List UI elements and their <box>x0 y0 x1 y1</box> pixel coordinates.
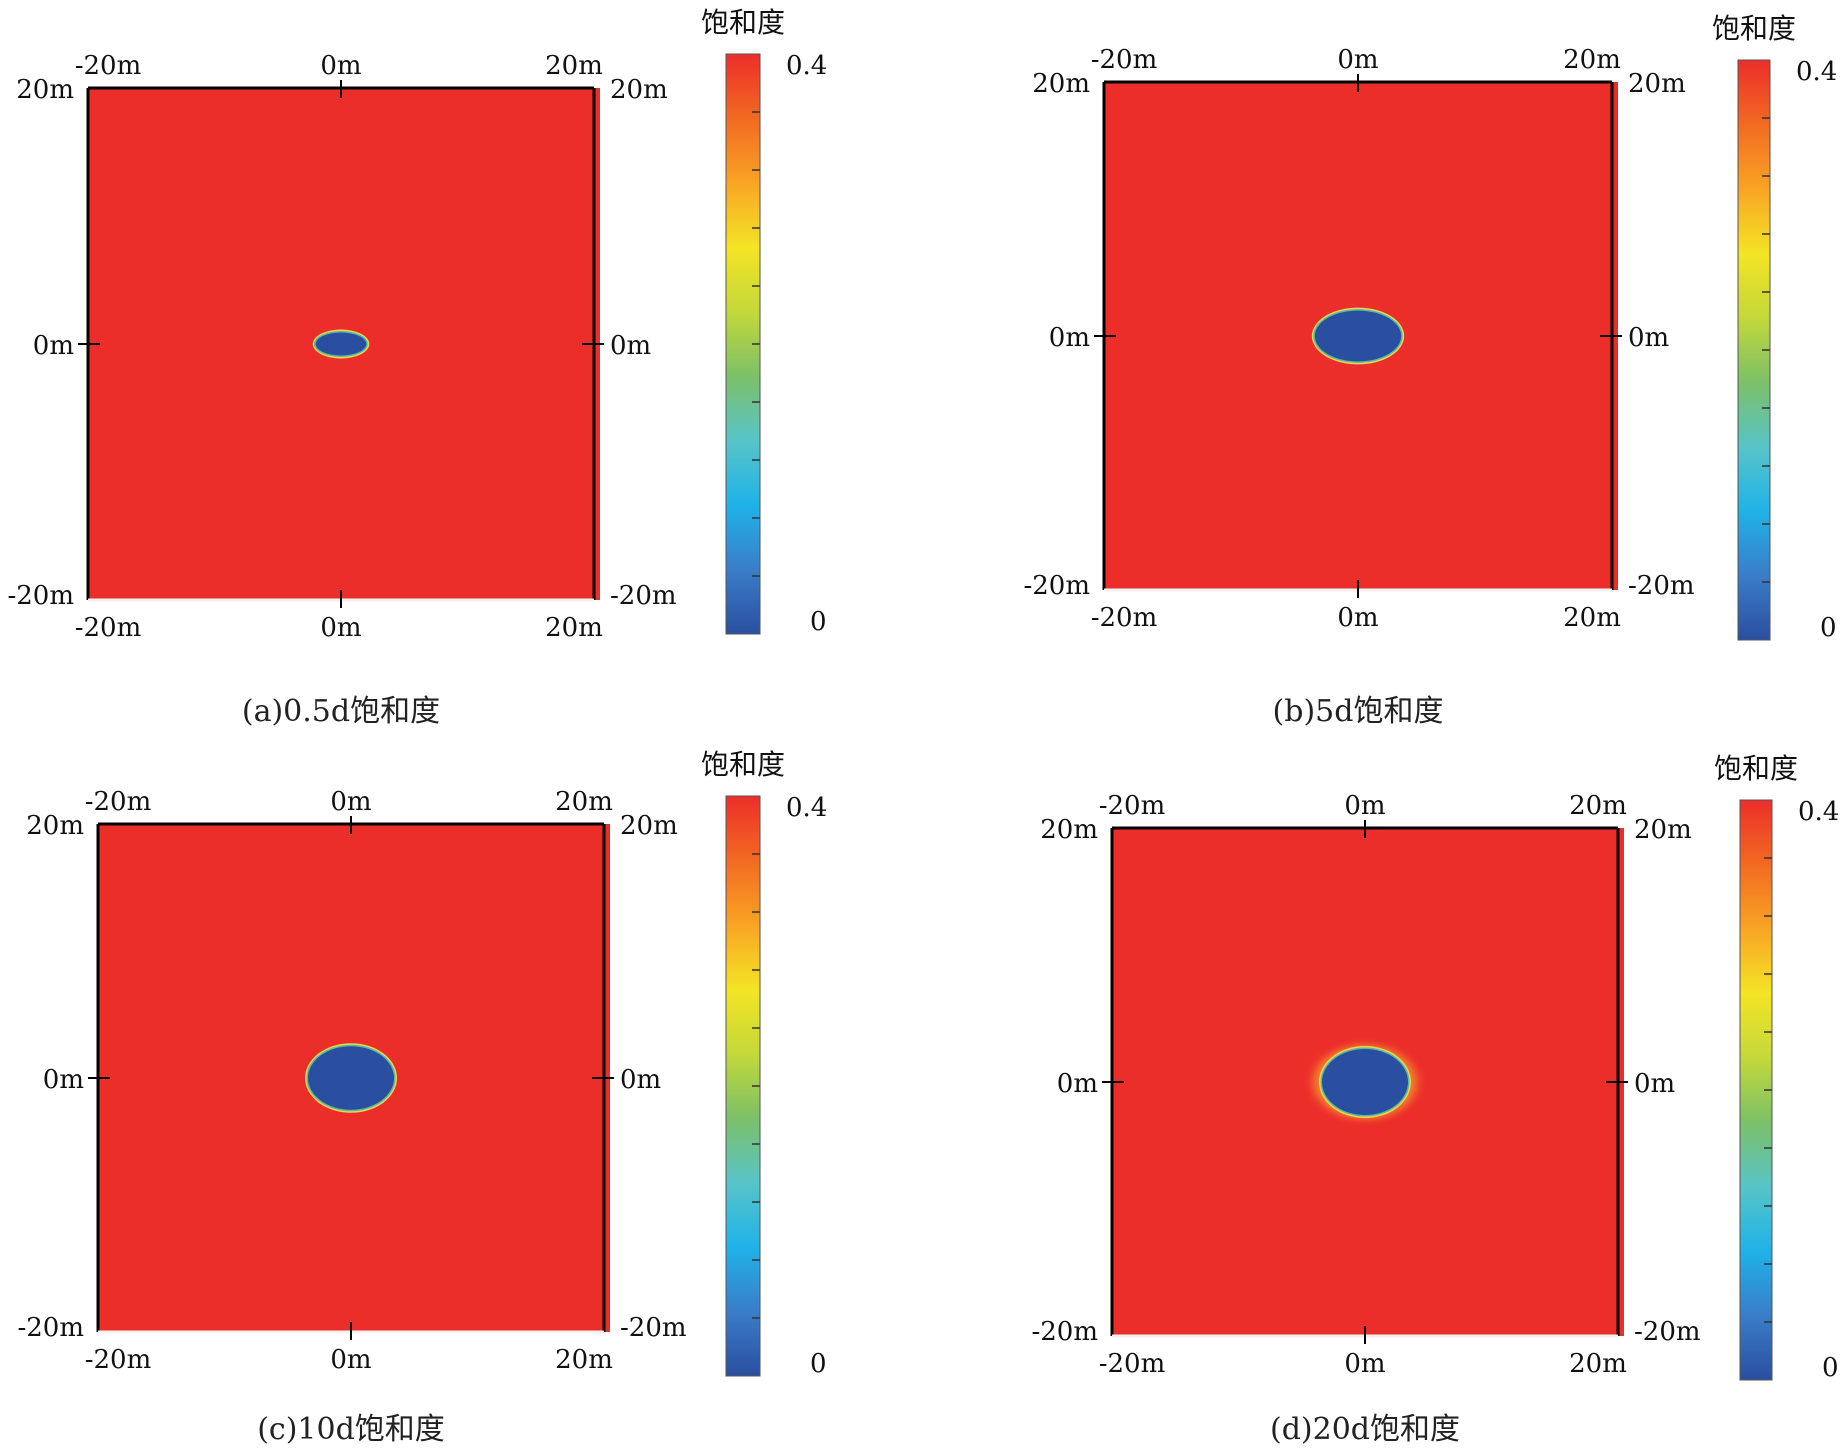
colorbar-min-label: 0 <box>1822 1353 1839 1383</box>
plume-core <box>315 332 367 356</box>
colorbar-min-label: 0 <box>810 607 827 637</box>
y-tick-label-left: -20m <box>17 1313 84 1343</box>
y-tick-label-right: 20m <box>1628 69 1686 99</box>
colorbar-title: 饱和度 <box>1714 752 1798 785</box>
x-tick-label-top: -20m <box>1091 45 1158 75</box>
x-tick-label-bottom: -20m <box>85 1345 152 1375</box>
y-tick-label-right: 0m <box>1628 323 1669 353</box>
x-tick-label-top: 20m <box>555 787 613 817</box>
y-tick-label-right: 20m <box>1634 815 1692 845</box>
colorbar-title: 饱和度 <box>701 6 785 39</box>
panel-c: -20m -20m 0m 0m 20m 20m 20m 20m 0m 0m -20m -20m 饱和度 0… <box>0 724 924 1448</box>
x-tick-label-top: 20m <box>545 51 603 81</box>
x-tick-label-bottom: 20m <box>555 1345 613 1375</box>
x-tick-label-top: -20m <box>85 787 152 817</box>
x-tick-label-top: 0m <box>1337 45 1378 75</box>
colorbar-max-label: 0.4 <box>1796 57 1837 87</box>
x-tick-label-bottom: 0m <box>320 613 361 643</box>
y-tick-label-left: 0m <box>43 1065 84 1095</box>
y-tick-label-right: 0m <box>620 1065 661 1095</box>
x-tick-label-bottom: 0m <box>1344 1349 1385 1379</box>
x-tick-label-bottom: 20m <box>1569 1349 1627 1379</box>
panel-a: -20m -20m 0m 0m 20m 20m 20m 20m 0m 0m -20m -20m 饱和度 0… <box>0 0 924 729</box>
panel-caption: (a)0.5d饱和度 <box>241 694 441 729</box>
x-tick-label-bottom: 20m <box>1563 603 1621 633</box>
y-tick-label-right: 0m <box>610 331 651 361</box>
x-tick-label-bottom: 20m <box>545 613 603 643</box>
y-tick-label-left: 20m <box>1032 69 1090 99</box>
x-tick-label-top: 20m <box>1563 45 1621 75</box>
colorbar-title: 饱和度 <box>1712 12 1796 45</box>
colorbar-min-label: 0 <box>1820 613 1837 643</box>
x-tick-label-top: -20m <box>75 51 142 81</box>
x-tick-label-top: 0m <box>320 51 361 81</box>
x-tick-label-bottom: -20m <box>1091 603 1158 633</box>
x-tick-label-top: 0m <box>330 787 371 817</box>
plume-core <box>307 1046 395 1110</box>
colorbar-max-label: 0.4 <box>786 793 827 823</box>
colorbar-title: 饱和度 <box>701 748 785 781</box>
y-tick-label-right: -20m <box>610 581 677 611</box>
plume-core <box>1314 310 1402 362</box>
x-tick-label-top: -20m <box>1099 791 1166 821</box>
x-tick-label-bottom: 0m <box>330 1345 371 1375</box>
x-tick-label-bottom: -20m <box>1099 1349 1166 1379</box>
y-tick-label-left: 0m <box>1057 1069 1098 1099</box>
y-tick-label-left: -20m <box>1023 571 1090 601</box>
x-tick-label-bottom: 0m <box>1337 603 1378 633</box>
y-tick-label-left: 0m <box>1049 323 1090 353</box>
colorbar-max-label: 0.4 <box>1798 797 1839 827</box>
colorbar <box>1737 59 1771 641</box>
y-tick-label-right: 20m <box>620 811 678 841</box>
y-tick-label-left: 20m <box>16 75 74 105</box>
plume-core <box>1321 1048 1409 1116</box>
panel-d: -20m -20m 0m 0m 20m 20m 20m 20m 0m 0m -20m -20m 饱和度 0… <box>924 724 1848 1448</box>
y-tick-label-right: -20m <box>1634 1317 1701 1347</box>
y-tick-label-right: -20m <box>620 1313 687 1343</box>
y-tick-label-right: 0m <box>1634 1069 1675 1099</box>
colorbar-min-label: 0 <box>810 1349 827 1379</box>
x-tick-label-bottom: -20m <box>75 613 142 643</box>
panel-b: -20m -20m 0m 0m 20m 20m 20m 20m 0m 0m -20m -20m 饱和度 0… <box>924 0 1848 729</box>
y-tick-label-right: -20m <box>1628 571 1695 601</box>
y-tick-label-left: 0m <box>33 331 74 361</box>
colorbar-max-label: 0.4 <box>786 51 827 81</box>
panel-caption: (b)5d饱和度 <box>1272 694 1444 729</box>
y-tick-label-left: -20m <box>1031 1317 1098 1347</box>
y-tick-label-right: 20m <box>610 75 668 105</box>
panel-caption: (d)20d饱和度 <box>1270 1412 1460 1447</box>
y-tick-label-left: 20m <box>1040 815 1098 845</box>
y-tick-label-left: -20m <box>7 581 74 611</box>
y-tick-label-left: 20m <box>26 811 84 841</box>
x-tick-label-top: 0m <box>1344 791 1385 821</box>
x-tick-label-top: 20m <box>1569 791 1627 821</box>
panel-caption: (c)10d饱和度 <box>257 1412 445 1447</box>
